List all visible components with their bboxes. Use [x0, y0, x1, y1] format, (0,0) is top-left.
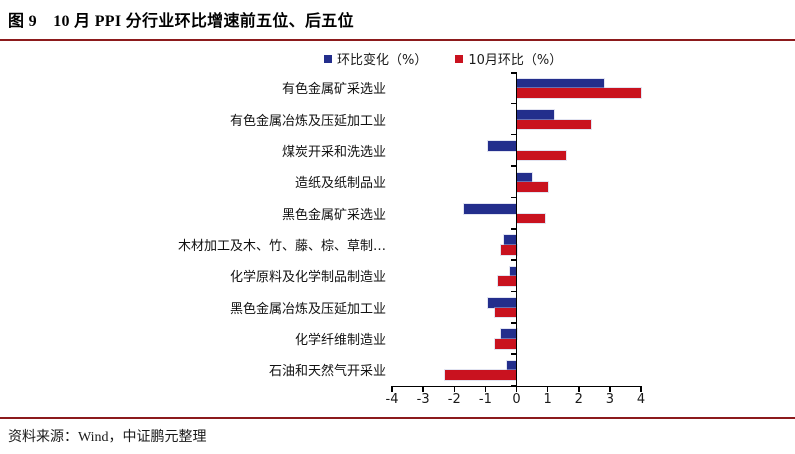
bar-oct-mom [516, 88, 641, 98]
y-axis-tick [510, 290, 517, 293]
y-axis-tick [510, 196, 517, 199]
category-label: 石油和天然气开采业 [268, 364, 386, 380]
x-axis-tick [453, 385, 455, 392]
legend-swatch-red-icon [455, 54, 464, 63]
bar-oct-mom [516, 213, 545, 224]
plot-area [391, 72, 642, 393]
x-axis-tick [609, 385, 611, 392]
x-axis-tick [422, 385, 424, 392]
category-label: 木材加工及木、竹、藤、棕、草制… [177, 238, 386, 254]
bar-mom-change [504, 235, 517, 245]
legend-label-oct-mom: 10月环比（%） [468, 53, 563, 68]
legend-item-oct-mom: 10月环比（%） [455, 49, 562, 68]
y-axis-tick [510, 165, 517, 167]
category-label: 煤炭开采和洗选业 [281, 144, 386, 160]
category-label: 有色金属冶炼及压延加工业 [229, 113, 386, 129]
x-tick-label: -2 [447, 392, 461, 407]
category-label: 黑色金属矿采选业 [281, 207, 386, 223]
x-tick-label: -3 [416, 392, 430, 407]
source-note: 资料来源：Wind，中证鹏元整理 [8, 430, 207, 445]
legend-item-mom-change: 环比变化（%） [324, 49, 427, 68]
bar-mom-change [488, 141, 517, 151]
y-axis-tick [510, 259, 517, 261]
top-divider [0, 39, 795, 41]
bar-mom-change [500, 329, 517, 339]
bar-mom-change [507, 360, 517, 371]
bar-oct-mom [444, 370, 517, 380]
category-label: 黑色金属冶炼及压延加工业 [229, 301, 386, 317]
x-axis-tick [484, 385, 487, 392]
x-tick-label: 1 [543, 392, 552, 407]
bar-mom-change [516, 109, 554, 120]
category-label: 造纸及纸制品业 [294, 176, 386, 192]
y-axis-tick [510, 322, 517, 324]
bar-mom-change [463, 204, 517, 214]
x-axis-tick [640, 385, 642, 392]
x-tick-label: -1 [478, 392, 492, 407]
x-axis-tick [578, 385, 580, 392]
category-label: 化学原料及化学制品制造业 [229, 270, 386, 286]
x-axis-tick [546, 385, 549, 392]
y-axis-tick [510, 353, 517, 355]
bar-mom-change [510, 266, 517, 277]
figure-title: 图 9 10 月 PPI 分行业环比增速前五位、后五位 [8, 13, 354, 30]
y-axis-tick [510, 384, 517, 387]
x-axis-labels: -4 -3 -2 -1 0 1 2 3 4 [386, 392, 646, 408]
category-label: 有色金属矿采选业 [281, 82, 386, 98]
x-tick-label: 0 [512, 392, 521, 407]
bar-oct-mom [500, 244, 517, 255]
category-label: 化学纤维制造业 [294, 332, 386, 348]
x-axis-tick [515, 385, 518, 392]
legend-label-mom-change: 环比变化（%） [337, 53, 428, 68]
bottom-divider [0, 417, 795, 419]
x-tick-label: 3 [605, 392, 615, 407]
bar-oct-mom [494, 339, 517, 349]
x-tick-label: -4 [385, 392, 399, 407]
bar-oct-mom [497, 276, 517, 286]
bar-oct-mom [516, 182, 548, 192]
chart-legend: 环比变化（%） 10月环比（%） [324, 49, 562, 68]
x-axis-tick [391, 385, 393, 392]
category-labels: 有色金属矿采选业有色金属冶炼及压延加工业煤炭开采和洗选业造纸及纸制品业黑色金属矿… [0, 72, 386, 385]
bar-mom-change [516, 78, 604, 89]
bar-oct-mom [494, 307, 517, 318]
x-tick-label: 4 [636, 392, 646, 407]
y-axis-tick [510, 102, 517, 105]
legend-swatch-blue-icon [324, 54, 332, 63]
y-axis-tick [510, 133, 517, 136]
x-tick-label: 2 [574, 392, 583, 407]
y-axis [515, 72, 518, 387]
bar-oct-mom [516, 119, 592, 130]
bar-oct-mom [516, 150, 567, 161]
bar-mom-change [516, 172, 533, 183]
bar-mom-change [488, 298, 517, 308]
y-axis-tick [510, 72, 517, 74]
y-axis-tick [510, 228, 517, 230]
